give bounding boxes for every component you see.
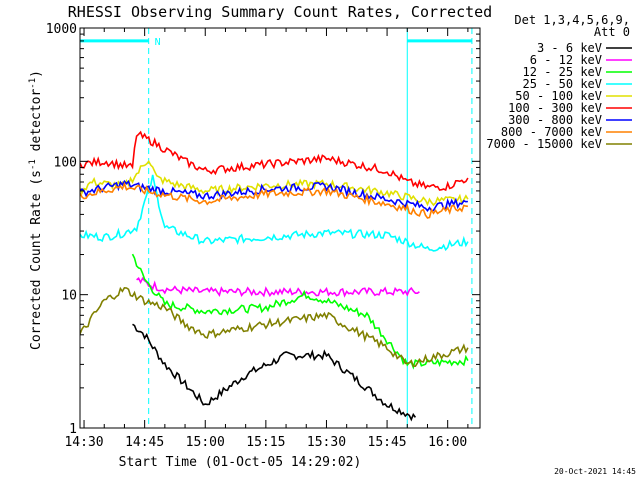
series-line-3 [80,174,469,252]
x-tick-label-1: 14:45 [125,435,164,450]
legend-label-3: 25 - 50 keV [523,77,602,91]
series-line-0 [132,323,417,422]
y-tick-label-3: 1000 [46,22,77,37]
attenuator-state-label: N [155,37,161,48]
x-tick-label-5: 15:45 [368,435,407,450]
legend-header-1: Det 1,3,4,5,6,9, [514,13,630,27]
legend-label-2: 12 - 25 keV [523,65,602,79]
x-axis-label: Start Time (01-Oct-05 14:29:02) [119,455,362,470]
legend-label-4: 50 - 100 keV [515,89,602,103]
series-line-8 [80,286,469,368]
legend-label-1: 6 - 12 keV [530,53,602,67]
y-axis-label: Corrected Count Rate (s-1 detector-1) [28,70,44,350]
generated-timestamp: 20-Oct-2021 14:45 [554,467,636,476]
series-line-2 [131,253,469,370]
plot-frame [79,27,481,429]
x-tick-label-6: 16:00 [428,435,467,450]
legend-label-0: 3 - 6 keV [537,41,602,55]
legend-label-6: 300 - 800 keV [508,113,602,127]
x-tick-label-3: 15:15 [246,435,285,450]
series-line-7 [80,181,468,219]
series-line-4 [80,159,469,207]
y-tick-label-1: 10 [61,289,77,304]
y-tick-label-0: 1 [69,422,77,437]
series-line-1 [136,276,420,298]
x-tick-label-4: 15:30 [307,435,346,450]
legend-label-7: 800 - 7000 keV [501,125,602,139]
x-tick-label-2: 15:00 [186,435,225,450]
legend-label-8: 7000 - 15000 keV [486,137,602,151]
chart-title: RHESSI Observing Summary Count Rates, Co… [68,3,492,21]
legend-header-2: Att 0 [594,25,630,39]
x-tick-label-0: 14:30 [64,435,103,450]
y-tick-label-2: 100 [54,155,77,170]
series-line-5 [80,130,469,192]
legend-label-5: 100 - 300 keV [508,101,602,115]
